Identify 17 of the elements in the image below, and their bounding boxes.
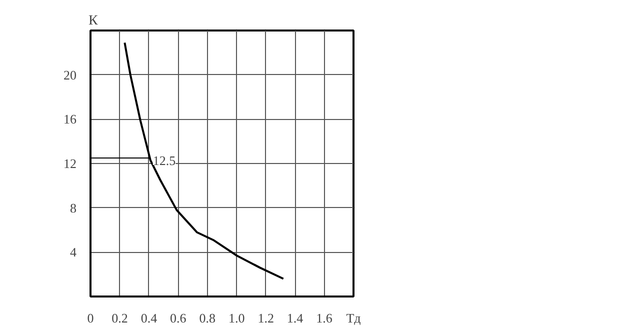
ref-line-label: 12.5	[152, 152, 176, 168]
x-tick-label: 1.4	[286, 310, 304, 326]
x-tick-label: 0.4	[140, 310, 158, 326]
x-tick-label: 1.0	[228, 310, 245, 326]
x-axis-title: Tд	[346, 310, 362, 326]
x-tick-label: 0.2	[112, 310, 128, 326]
x-tick-label: 0.8	[199, 310, 216, 326]
x-tick-label: 1.2	[258, 310, 274, 326]
y-tick-label: 12	[64, 156, 76, 171]
y-tick-label: 16	[64, 112, 77, 127]
y-tick-label: 4	[70, 244, 77, 260]
y-axis-title: К	[88, 14, 98, 28]
y-tick-label: 8	[70, 200, 76, 216]
x-tick-label: 0	[87, 310, 94, 326]
y-tick-label: 20	[64, 67, 76, 82]
x-tick-label: 0.6	[170, 310, 187, 326]
x-tick-label: 1.6	[316, 310, 333, 326]
